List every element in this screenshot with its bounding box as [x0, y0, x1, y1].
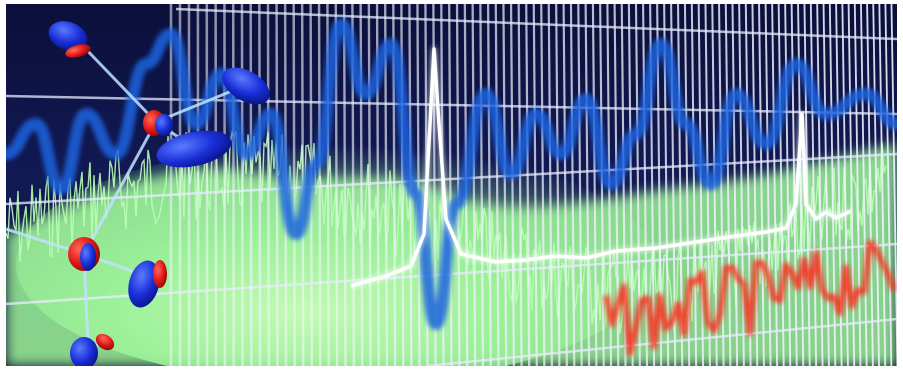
spectra-artwork — [6, 4, 897, 366]
blue-spectrum-trace — [6, 18, 897, 330]
artwork-frame — [6, 4, 897, 366]
white-spectrum-trace — [350, 47, 852, 288]
red-spectrum-trace — [603, 239, 897, 357]
molecule-icon — [6, 21, 270, 366]
